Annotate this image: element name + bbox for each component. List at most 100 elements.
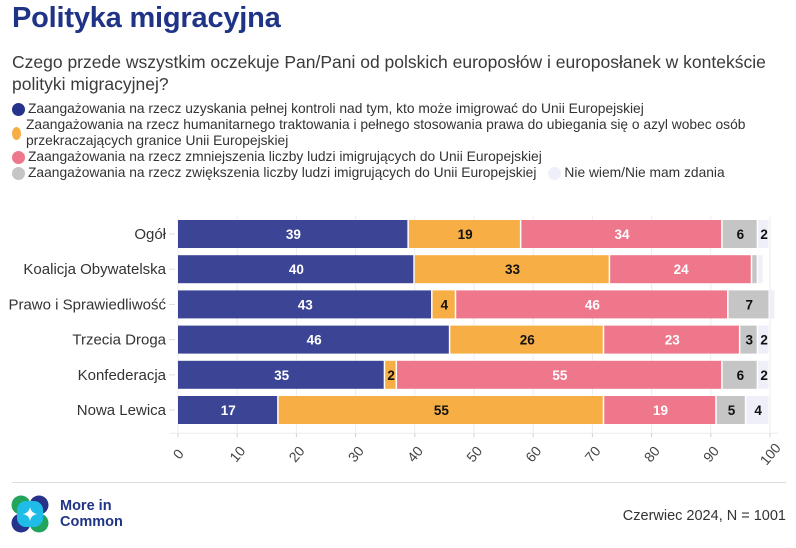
bar-segment (604, 325, 739, 354)
legend-item-humanitarian: Zaangażowania na rzecz humanitarnego tra… (12, 117, 792, 149)
bar-segment (752, 255, 757, 284)
legend-swatch-navy (12, 102, 25, 116)
data-label: 19 (458, 227, 473, 242)
legend-swatch-light (548, 166, 562, 180)
data-label: 3 (746, 333, 754, 348)
x-tick-label: 10 (226, 443, 248, 465)
legend-label: Zaangażowania na rzecz humanitarnego tra… (26, 117, 746, 148)
bar-segment (178, 325, 449, 354)
bar-segment (740, 325, 757, 354)
bar-segment (728, 290, 769, 319)
bar-segment (746, 396, 769, 424)
x-tick-label: 40 (404, 443, 426, 465)
bar-segment (722, 360, 757, 389)
bar-segment (278, 396, 603, 424)
data-label: 35 (274, 368, 290, 383)
legend-label: Zaangażowania na rzecz uzyskania pełnej … (28, 101, 644, 116)
data-label: 2 (760, 227, 768, 242)
footer-divider (12, 482, 786, 483)
bar-segment (758, 325, 769, 354)
bar-segment (722, 220, 757, 248)
bar-segment (758, 255, 763, 284)
bar-segment (432, 290, 455, 319)
bar-segment (414, 255, 609, 284)
data-label: 43 (298, 297, 314, 312)
category-label: Ogół (134, 226, 166, 243)
data-label: 39 (286, 227, 301, 242)
x-tick-label: 30 (345, 443, 367, 465)
data-label: 2 (760, 333, 768, 348)
x-axis-ticks: 0 10 20 30 40 50 60 70 80 90 100 (170, 432, 784, 468)
logo-text-line1: More in (60, 498, 112, 514)
x-tick-label: 80 (641, 443, 663, 465)
more-in-common-logo: More in Common (10, 494, 123, 534)
x-tick-label: 60 (522, 443, 544, 465)
data-label: 34 (614, 227, 630, 242)
bar-segment (610, 255, 751, 284)
data-label: 6 (737, 368, 745, 383)
chart-subtitle: Czego przede wszystkim oczekuje Pan/Pani… (12, 52, 766, 94)
data-label: 24 (674, 262, 690, 277)
category-label: Konfederacja (78, 367, 167, 384)
category-labels: Ogół Koalicja Obywatelska Prawo i Sprawied… (8, 226, 175, 419)
data-label: 17 (221, 403, 236, 418)
data-label: 55 (434, 403, 450, 418)
x-tick-label: 90 (700, 443, 722, 465)
data-label: 5 (728, 403, 736, 418)
bar-segment (521, 220, 722, 248)
bar-segment (604, 396, 716, 424)
source-note: Czerwiec 2024, N = 1001 (622, 508, 786, 524)
category-label: Koalicja Obywatelska (23, 261, 166, 278)
bar-segment (178, 290, 432, 319)
bar-segment (770, 290, 775, 319)
logo-text: More in Common (60, 498, 123, 530)
legend-label: Zaangażowania na rzecz zwiększenia liczb… (28, 165, 537, 180)
bar-segment (178, 360, 384, 389)
data-label: 6 (737, 227, 745, 242)
legend: Zaangażowania na rzecz uzyskania pełnej … (12, 101, 792, 181)
x-tick-label: 50 (463, 443, 485, 465)
bar-segment (758, 220, 769, 248)
legend-item-dont-know: Nie wiem/Nie mam zdania (548, 165, 725, 181)
legend-label: Zaangażowania na rzecz zmniejszenia licz… (28, 149, 542, 164)
bar-segment (716, 396, 745, 424)
data-label: 4 (441, 297, 449, 312)
data-label: 19 (653, 403, 668, 418)
data-label: 2 (760, 368, 768, 383)
bar-segment (397, 360, 722, 389)
legend-swatch-gray (12, 166, 25, 180)
legend-item-reduce: Zaangażowania na rzecz zmniejszenia licz… (12, 149, 792, 165)
legend-label: Nie wiem/Nie mam zdania (564, 165, 725, 180)
x-tick-label: 70 (581, 443, 603, 465)
x-tick-label: 100 (757, 440, 784, 468)
category-label: Trzecia Droga (72, 332, 166, 349)
category-label: Nowa Lewica (77, 402, 167, 419)
logo-icon (11, 495, 49, 533)
legend-item-full-control: Zaangażowania na rzecz uzyskania pełnej … (12, 101, 792, 117)
category-label: Prawo i Sprawiedliwość (8, 296, 166, 313)
bar-segment (178, 396, 278, 424)
data-label: 55 (552, 368, 568, 383)
bar-segment (758, 360, 769, 389)
bar-segment (450, 325, 603, 354)
bar-segment (456, 290, 728, 319)
bar-segment (178, 255, 414, 284)
x-tick-label: 0 (170, 446, 187, 462)
chart-title: Polityka migracyjna (12, 2, 281, 34)
legend-swatch-pink (12, 150, 25, 164)
data-label: 23 (665, 333, 681, 348)
data-label: 4 (754, 403, 762, 418)
data-label: 2 (387, 368, 395, 383)
data-label: 26 (520, 333, 536, 348)
legend-item-increase: Zaangażowania na rzecz zwiększenia liczb… (12, 165, 792, 181)
data-label: 46 (585, 297, 601, 312)
legend-swatch-orange (12, 126, 21, 140)
x-tick-label: 20 (285, 443, 307, 465)
data-label: 40 (289, 262, 304, 277)
data-label: 7 (746, 297, 754, 312)
logo-text-line2: Common (60, 514, 123, 530)
bar-segment (408, 220, 520, 248)
bar-segment (385, 360, 396, 389)
